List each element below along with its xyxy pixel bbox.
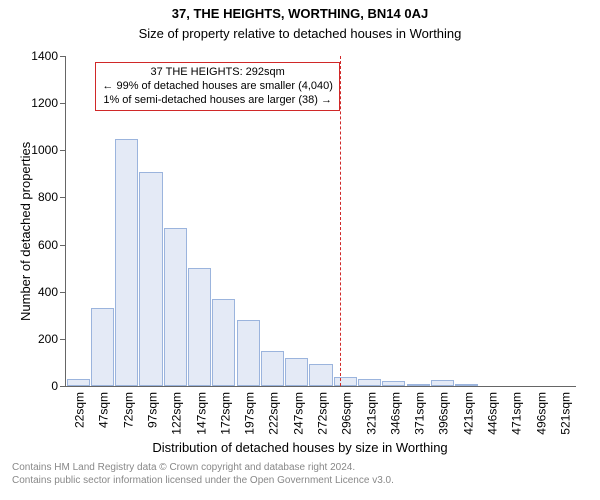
bar [334, 377, 357, 386]
y-tick-label: 800 [38, 190, 58, 204]
chart-subtitle: Size of property relative to detached ho… [0, 26, 600, 41]
x-tick-label: 97sqm [145, 392, 159, 428]
x-tick-label: 371sqm [413, 392, 427, 435]
y-tick-label: 0 [51, 379, 58, 393]
bar [91, 308, 114, 386]
bar [285, 358, 308, 386]
x-tick-label: 396sqm [437, 392, 451, 435]
x-tick-label: 521sqm [558, 392, 572, 435]
x-tick-label: 147sqm [194, 392, 208, 435]
property-marker-line [340, 56, 341, 386]
y-tick [60, 150, 66, 151]
bar [358, 379, 381, 386]
y-tick [60, 56, 66, 57]
y-tick [60, 245, 66, 246]
credits-line: Contains public sector information licen… [12, 475, 394, 488]
x-tick-label: 321sqm [364, 392, 378, 435]
bar [115, 139, 138, 387]
bar [212, 299, 235, 386]
bar [382, 381, 405, 386]
x-tick-label: 47sqm [97, 392, 111, 428]
credits-text: Contains HM Land Registry data © Crown c… [12, 462, 394, 487]
x-tick-label: 296sqm [340, 392, 354, 435]
y-tick [60, 197, 66, 198]
x-axis-label: Distribution of detached houses by size … [0, 440, 600, 455]
bar [237, 320, 260, 386]
x-tick-label: 222sqm [267, 392, 281, 435]
y-tick [60, 386, 66, 387]
y-tick-label: 600 [38, 238, 58, 252]
bar [67, 379, 90, 386]
y-tick [60, 339, 66, 340]
annotation-line: ← 99% of detached houses are smaller (4,… [102, 80, 333, 94]
bar [309, 364, 332, 386]
y-tick-label: 400 [38, 285, 58, 299]
x-tick-label: 272sqm [315, 392, 329, 435]
x-tick-label: 247sqm [291, 392, 305, 435]
x-tick-label: 197sqm [243, 392, 257, 435]
x-tick-label: 172sqm [218, 392, 232, 435]
x-tick-label: 471sqm [510, 392, 524, 435]
bar [407, 384, 430, 386]
annotation-line: 1% of semi-detached houses are larger (3… [102, 94, 333, 108]
y-tick [60, 292, 66, 293]
x-tick-label: 122sqm [170, 392, 184, 435]
annotation-box: 37 THE HEIGHTS: 292sqm← 99% of detached … [95, 62, 340, 111]
y-tick-label: 200 [38, 332, 58, 346]
y-tick-label: 1000 [31, 143, 58, 157]
x-tick-label: 496sqm [534, 392, 548, 435]
bar [431, 380, 454, 386]
page-title: 37, THE HEIGHTS, WORTHING, BN14 0AJ [0, 6, 600, 21]
bar [139, 172, 162, 387]
y-tick-label: 1400 [31, 49, 58, 63]
bar [188, 268, 211, 386]
bar [261, 351, 284, 386]
bar [455, 384, 478, 386]
annotation-line: 37 THE HEIGHTS: 292sqm [102, 66, 333, 80]
y-tick-label: 1200 [31, 96, 58, 110]
x-tick-label: 346sqm [388, 392, 402, 435]
x-tick-label: 421sqm [461, 392, 475, 435]
credits-line: Contains HM Land Registry data © Crown c… [12, 462, 394, 475]
y-tick [60, 103, 66, 104]
x-tick-label: 446sqm [485, 392, 499, 435]
bar [164, 228, 187, 386]
chart-plot-area: 020040060080010001200140022sqm47sqm72sqm… [65, 56, 576, 387]
x-tick-label: 22sqm [73, 392, 87, 428]
x-tick-label: 72sqm [121, 392, 135, 428]
y-axis-label: Number of detached properties [18, 142, 33, 321]
